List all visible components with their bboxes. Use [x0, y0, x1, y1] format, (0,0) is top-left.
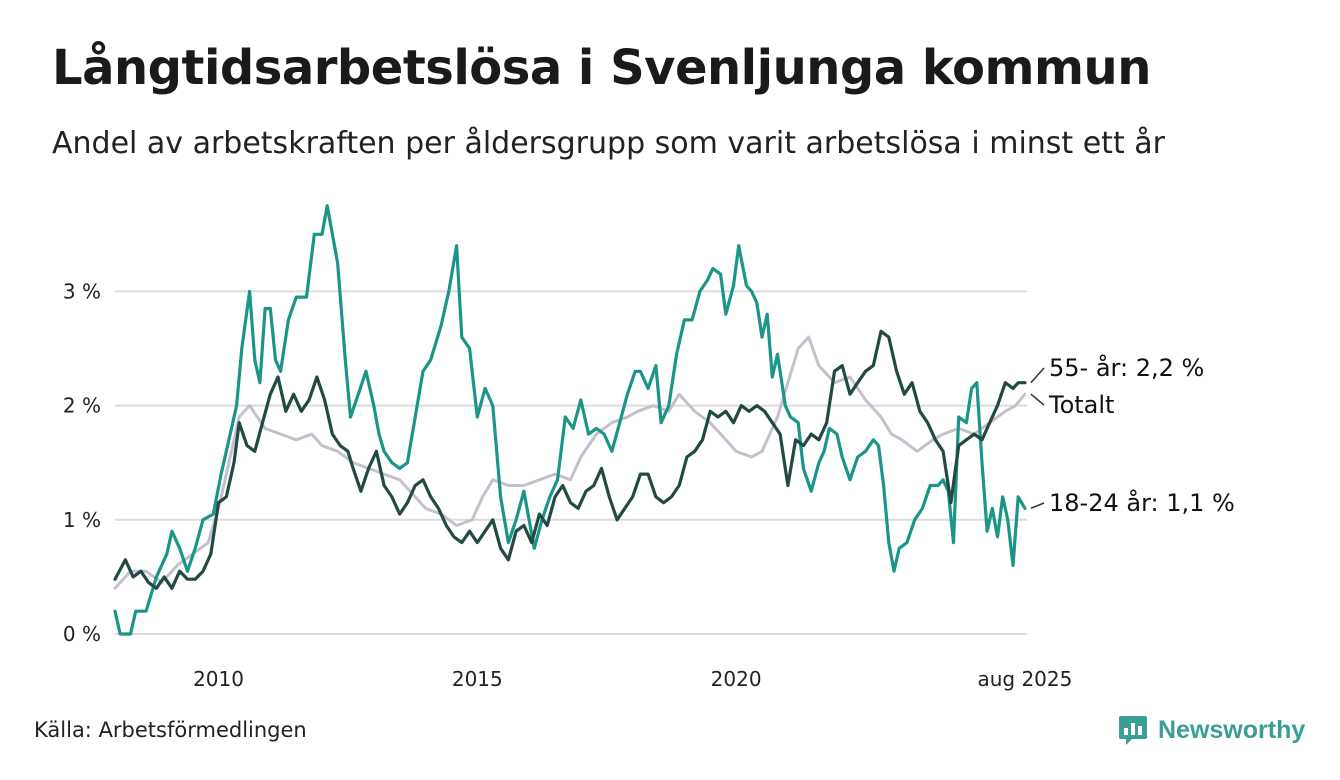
x-axis-tick-labels: 2010 2015 2020 aug 2025 — [193, 667, 1072, 691]
series-line-old — [113, 329, 1027, 590]
brand-name: Newsworthy — [1158, 715, 1306, 744]
end-label-old: 55- år: 2,2 % — [1049, 353, 1204, 382]
x-tick-label: 2010 — [193, 667, 244, 691]
line-chart: 0 % 1 % 2 % 3 % 2010 2015 2020 aug 2025 55- år… — [63, 204, 1235, 691]
series-line-total — [113, 335, 1027, 590]
end-labels: 55- år: 2,2 % Totalt 18-24 år: 1,1 % — [1030, 353, 1235, 517]
bar-chart-speech-bubble-icon — [1119, 716, 1147, 745]
leader-line-old — [1030, 367, 1045, 384]
source-note: Källa: Arbetsförmedlingen — [34, 718, 307, 742]
y-tick-label: 1 % — [63, 508, 101, 532]
y-tick-label: 2 % — [63, 394, 101, 418]
leader-line-total — [1030, 393, 1045, 406]
chart-title: Långtidsarbetslösa i Svenljunga kommun — [52, 40, 1151, 96]
series-lines — [113, 204, 1027, 636]
leader-line-young — [1030, 502, 1045, 510]
x-tick-label: 2020 — [711, 667, 762, 691]
x-tick-label: aug 2025 — [977, 667, 1072, 691]
brand-logo[interactable]: Newsworthy — [1118, 714, 1305, 746]
y-tick-label: 3 % — [63, 279, 101, 303]
y-tick-label: 0 % — [63, 622, 101, 646]
x-tick-label: 2015 — [452, 667, 503, 691]
end-label-young: 18-24 år: 1,1 % — [1049, 488, 1235, 517]
series-line-young — [113, 204, 1027, 636]
end-label-total: Totalt — [1048, 391, 1114, 419]
grid-lines — [115, 290, 1027, 635]
y-axis-tick-labels: 0 % 1 % 2 % 3 % — [63, 279, 101, 646]
chart-subtitle: Andel av arbetskraften per åldersgrupp s… — [52, 126, 1165, 161]
